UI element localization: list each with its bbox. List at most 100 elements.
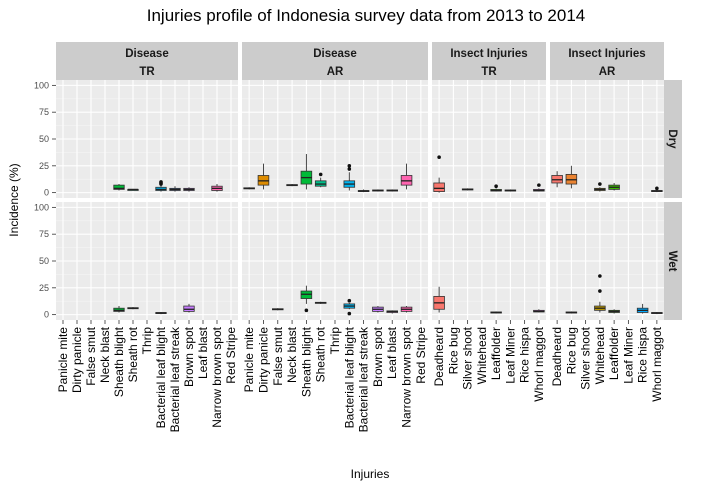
y-tick-label: 50 — [39, 134, 49, 144]
box-dry-disease-tr-sheath-rot — [127, 188, 139, 191]
outlier-point — [437, 155, 441, 160]
column-strip-group-label: Disease — [125, 48, 168, 60]
column-strip-background — [56, 42, 238, 80]
outlier-point — [347, 164, 352, 168]
x-tick-label-leaf-miner: Leaf Miner — [503, 327, 517, 384]
outlier-point — [159, 180, 163, 184]
x-tick-label-whitehead: Whitehead — [593, 327, 607, 384]
box-wet-disease-tr-brown-spot — [183, 303, 195, 313]
x-tick-label-leaffolder: Leaffolder — [607, 327, 621, 380]
x-tick-label-whorl-maggot: Whorl maggot — [532, 326, 546, 401]
x-tick-label-silver-shoot: Silver shoot — [579, 326, 593, 389]
box-dry-disease-ar-neck-blast — [286, 184, 298, 187]
box-dry-disease-ar-sheath-rot — [314, 172, 327, 188]
x-tick-label-rice-bug: Rice bug — [564, 327, 578, 374]
x-tick-label-rice-bug: Rice bug — [446, 327, 460, 374]
box-dry-disease-tr-bacterial-leaf-streak — [169, 186, 181, 192]
x-tick-label-sheath-rot: Sheath rot — [126, 326, 140, 382]
box-dry-insect-injuries-ar-whitehead — [594, 182, 606, 192]
box-wet-insect-injuries-tr-whorl-maggot — [533, 309, 545, 313]
y-tick-label: 75 — [39, 229, 49, 239]
box-dry-insect-injuries-tr-whorl-maggot — [533, 183, 545, 192]
box-dry-insect-injuries-tr-deadheard — [433, 155, 445, 193]
box-dry-disease-tr-sheath-blight — [113, 184, 125, 191]
box-body — [433, 182, 445, 192]
x-tick-label-sheath-blight: Sheath blight — [112, 326, 126, 397]
outlier-point — [494, 184, 498, 188]
box-wet-insect-injuries-ar-rice-bug — [565, 311, 578, 314]
column-strip-system-label: TR — [481, 66, 497, 78]
y-tick-label: 0 — [44, 310, 49, 320]
box-dry-disease-tr-bacterial-leaf-blight — [155, 180, 167, 192]
box-wet-disease-ar-leaf-blast — [386, 310, 398, 314]
x-tick-label-dirty-panicle: Dirty panicle — [70, 327, 84, 393]
box-dry-disease-ar-panicle-mite — [243, 187, 255, 190]
box-wet-disease-tr-bacterial-leaf-blight — [155, 311, 167, 315]
x-tick-label-bacterial-leaf-blight: Bacterial leaf blight — [154, 326, 168, 428]
box-dry-disease-ar-narrow-brown-spot — [400, 163, 413, 190]
box-dry-disease-ar-brown-spot — [372, 189, 384, 192]
x-tick-label-whorl-maggot: Whorl maggot — [650, 326, 664, 401]
y-tick-label: 0 — [44, 188, 49, 198]
box-wet-disease-ar-sheath-rot — [314, 301, 327, 304]
x-tick-label-brown-spot: Brown spot — [371, 326, 385, 387]
x-tick-label-dirty-panicle: Dirty panicle — [256, 327, 270, 393]
box-dry-insect-injuries-ar-rice-bug — [565, 165, 578, 189]
y-tick-label: 75 — [39, 107, 49, 117]
box-wet-insect-injuries-tr-leaffolder — [490, 311, 502, 314]
x-tick-label-whitehead: Whitehead — [475, 327, 489, 384]
x-tick-label-silver-shoot: Silver shoot — [461, 326, 475, 389]
column-strip-system-label: AR — [599, 66, 616, 78]
row-strip-label-dry: Dry — [666, 129, 678, 149]
column-strip-background — [550, 42, 664, 80]
chart-title: Injuries profile of Indonesia survey dat… — [147, 6, 586, 25]
outlier-point — [655, 186, 659, 191]
column-strip-system-label: AR — [327, 66, 344, 78]
x-tick-label-rice-hispa: Rice hispa — [518, 327, 532, 383]
x-tick-label-panicle-mite: Panicle mite — [56, 327, 70, 393]
box-dry-insect-injuries-ar-leaffolder — [608, 182, 620, 191]
x-tick-label-leaf-blast: Leaf blast — [196, 326, 210, 379]
column-strip-system-label: TR — [139, 66, 155, 78]
box-body — [113, 184, 125, 190]
x-tick-label-brown-spot: Brown spot — [182, 326, 196, 387]
row-strip-background — [664, 80, 682, 198]
x-tick-label-false-smut: False smut — [84, 326, 98, 385]
x-tick-label-deadheard: Deadheard — [432, 327, 446, 386]
box-wet-insect-injuries-ar-whitehead — [594, 274, 606, 313]
y-axis-title: Incidence (%) — [7, 163, 21, 236]
column-strip-background — [242, 42, 428, 80]
x-tick-label-rice-hispa: Rice hispa — [636, 327, 650, 383]
x-tick-label-red-stripe: Red Stripe — [414, 327, 428, 384]
box-dry-disease-ar-leaf-blast — [386, 189, 398, 192]
column-strip-background — [432, 42, 546, 80]
x-tick-label-bacterial-leaf-streak: Bacterial leaf streak — [168, 326, 182, 432]
x-tick-label-neck-blast: Neck blast — [285, 326, 299, 383]
box-wet-disease-tr-sheath-rot — [127, 307, 139, 310]
outlier-point — [347, 311, 352, 316]
x-tick-label-panicle-mite: Panicle mite — [242, 327, 256, 393]
box-wet-insect-injuries-tr-deadheard — [433, 286, 445, 313]
box-wet-disease-ar-sheath-blight — [300, 285, 313, 313]
y-tick-label: 50 — [39, 256, 49, 266]
box-wet-disease-ar-false-smut — [272, 308, 284, 311]
x-tick-label-neck-blast: Neck blast — [98, 326, 112, 383]
box-wet-insect-injuries-ar-rice-hispa — [636, 303, 649, 314]
y-tick-label: 100 — [34, 202, 49, 212]
y-tick-label: 25 — [39, 283, 49, 293]
column-strip-group-label: Disease — [313, 48, 356, 60]
column-strip-group-label: Insect Injuries — [568, 48, 645, 60]
x-tick-label-sheath-blight: Sheath blight — [299, 326, 313, 397]
box-dry-disease-ar-dirty-panicle — [257, 163, 270, 190]
box-dry-insect-injuries-tr-leaf-miner — [504, 189, 517, 192]
box-wet-disease-ar-bacterial-leaf-blight — [343, 298, 356, 316]
box-dry-disease-ar-bacterial-leaf-blight — [343, 164, 356, 191]
box-wet-disease-tr-sheath-blight — [113, 306, 125, 313]
x-tick-label-sheath-rot: Sheath rot — [314, 326, 328, 382]
outlier-point — [598, 289, 602, 293]
row-strip-background — [664, 202, 682, 320]
y-tick-label: 100 — [34, 80, 49, 90]
x-tick-label-thrip: Thrip — [328, 327, 342, 355]
x-tick-label-leaffolder: Leaffolder — [489, 327, 503, 380]
